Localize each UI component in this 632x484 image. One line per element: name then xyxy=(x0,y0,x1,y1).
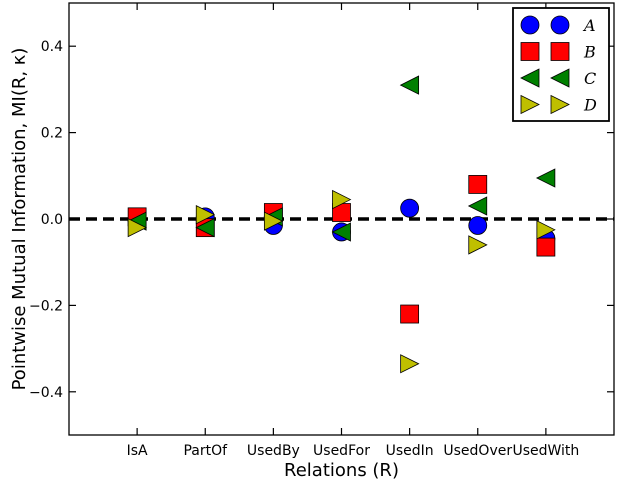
legend-entry-A: A xyxy=(520,15,596,35)
y-axis-title: Pointwise Mutual Information, MI(R, κ) xyxy=(9,48,30,391)
marker-D-PartOf xyxy=(195,205,216,225)
legend-marker xyxy=(550,15,570,35)
x-tick-label: UsedWith xyxy=(512,443,579,459)
series-D xyxy=(127,189,556,374)
x-tick-label: UsedOver xyxy=(443,443,512,459)
marker-D-UsedBy xyxy=(263,211,284,231)
marker-C-UsedWith xyxy=(535,168,556,188)
data-markers xyxy=(127,75,556,374)
y-tick-label: 0.0 xyxy=(41,212,63,228)
legend-label: A xyxy=(582,16,596,35)
x-tick-label: PartOf xyxy=(183,443,228,459)
legend-marker xyxy=(520,68,540,88)
marker-B-UsedIn xyxy=(400,304,420,324)
legend-marker xyxy=(550,68,570,88)
legend-entry-D: D xyxy=(520,94,597,115)
marker-B-UsedWith xyxy=(536,237,556,257)
marker-D-UsedOver xyxy=(468,235,488,255)
marker-C-PartOf xyxy=(195,217,215,238)
marker-A-UsedIn xyxy=(400,198,420,218)
marker-C-UsedOver xyxy=(467,196,488,216)
axis-titles: Relations (R) Pointwise Mutual Informati… xyxy=(9,48,399,481)
x-tick-label: UsedFor xyxy=(313,443,370,459)
legend-label: C xyxy=(584,69,596,88)
legend-marker xyxy=(520,94,540,115)
y-tick-label: −0.4 xyxy=(29,385,63,401)
marker-D-UsedFor xyxy=(332,189,352,210)
legend-entry-C: C xyxy=(520,68,596,88)
legend-label: B xyxy=(583,43,596,62)
x-axis-title: Relations (R) xyxy=(284,460,399,481)
marker-D-IsA xyxy=(127,217,148,238)
x-tick-label: UsedBy xyxy=(247,443,300,459)
x-tick-label: UsedIn xyxy=(386,443,434,459)
axes: −0.4 −0.2 0.0 0.2 0.4 IsA PartOf UsedBy UsedFor U… xyxy=(29,2,615,459)
x-tick-label: IsA xyxy=(127,443,148,459)
marker-D-UsedWith xyxy=(536,220,556,240)
y-tick-label: 0.4 xyxy=(41,39,63,55)
legend-marker xyxy=(550,42,570,61)
y-tick-label: −0.2 xyxy=(29,298,63,314)
marker-B-UsedOver xyxy=(468,175,488,194)
legend-marker xyxy=(520,15,540,35)
marker-C-UsedFor xyxy=(331,222,351,242)
legend-marker xyxy=(550,94,570,115)
marker-D-UsedIn xyxy=(400,354,420,374)
legend-label: D xyxy=(583,96,597,115)
legend-entry-B: B xyxy=(520,42,596,62)
marker-A-UsedOver xyxy=(468,216,488,235)
marker-C-UsedIn xyxy=(399,75,420,95)
y-tick-label: 0.2 xyxy=(41,126,63,142)
legend-marker xyxy=(520,42,540,61)
